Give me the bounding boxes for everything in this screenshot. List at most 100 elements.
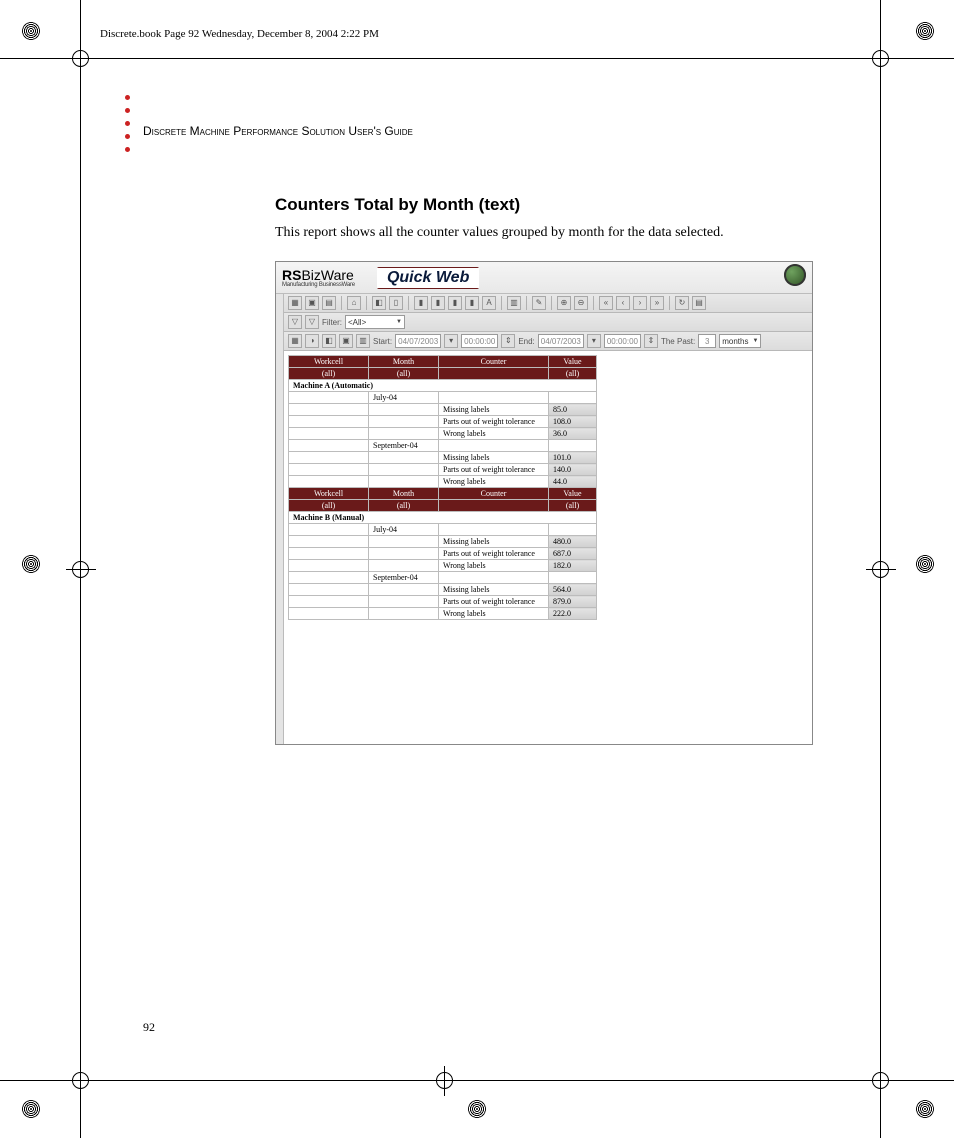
data-row: Missing labels 480.0 [289, 536, 808, 548]
month-row: September-04 [289, 440, 808, 452]
report-area: Workcell Month Counter Value (all) (all)… [284, 351, 812, 624]
toolbtn-icon[interactable]: ↻ [675, 296, 689, 310]
data-row: Missing labels 101.0 [289, 452, 808, 464]
table-header: Workcell Month Counter Value [289, 488, 808, 500]
start-date[interactable]: 04/07/2003 [395, 334, 441, 348]
toolbtn-icon[interactable]: ◧ [322, 334, 336, 348]
toolbar-2: ▽ ▽ Filter: <All> ▼ [284, 313, 812, 332]
toolbtn-icon[interactable]: ▣ [305, 296, 319, 310]
table-subheader: (all) (all) (all) [289, 368, 808, 380]
counter-label: Missing labels [439, 404, 549, 416]
logo: RSBizWare Manufacturing BusinessWare [282, 268, 355, 288]
thepast-unit-select[interactable]: months ▼ [719, 334, 761, 348]
toolbtn-icon[interactable]: ▮ [448, 296, 462, 310]
col-counter: Counter [439, 356, 549, 368]
chevron-down-icon[interactable]: ▾ [444, 334, 458, 348]
filter-icon[interactable]: ▽ [288, 315, 302, 329]
stepper-icon[interactable]: ⇕ [644, 334, 658, 348]
month-label: September-04 [369, 440, 439, 452]
end-date[interactable]: 04/07/2003 [538, 334, 584, 348]
counter-label: Wrong labels [439, 476, 549, 488]
logo-main: BizWare [301, 267, 353, 283]
toolbar-1: ▦ ▣ ▤ ⌂ ◧ ▯ ▮ ▮ ▮ ▮ A ▥ ✎ [284, 294, 812, 313]
crosshair [66, 555, 96, 585]
app-banner: RSBizWare Manufacturing BusinessWare Qui… [276, 262, 812, 294]
section-lede: This report shows all the counter values… [275, 225, 835, 241]
filter-icon[interactable]: ▽ [305, 315, 319, 329]
filter-value: <All> [348, 318, 366, 327]
reg-mark [916, 555, 934, 573]
embedded-screenshot: RSBizWare Manufacturing BusinessWare Qui… [275, 261, 813, 745]
toolbtn-icon[interactable]: ▣ [339, 334, 353, 348]
decor-dots [125, 95, 130, 160]
crop-line-top [0, 58, 954, 59]
end-label: End: [518, 337, 534, 346]
toolbtn-icon[interactable]: ▯ [389, 296, 403, 310]
toolbtn-icon[interactable]: ◧ [372, 296, 386, 310]
crosshair [866, 1066, 896, 1096]
section-title: Counters Total by Month (text) [275, 195, 835, 215]
col-value: Value [549, 488, 597, 500]
month-row: July-04 [289, 392, 808, 404]
counter-label: Parts out of weight tolerance [439, 464, 549, 476]
blank-area [284, 624, 812, 744]
counter-label: Parts out of weight tolerance [439, 596, 549, 608]
start-time[interactable]: 00:00:00 [461, 334, 498, 348]
zoom-in-icon[interactable]: ⊕ [557, 296, 571, 310]
toolbtn-icon[interactable]: A [482, 296, 496, 310]
counter-value: 480.0 [549, 536, 597, 548]
running-header: Discrete.book Page 92 Wednesday, Decembe… [100, 28, 379, 40]
counter-value: 222.0 [549, 608, 597, 620]
month-label: July-04 [369, 392, 439, 404]
counter-value: 687.0 [549, 548, 597, 560]
toolbtn-icon[interactable]: ◑ [305, 334, 319, 348]
logo-rs: RS [282, 267, 301, 283]
nav-next-icon[interactable]: › [633, 296, 647, 310]
crosshair [430, 1066, 460, 1096]
counter-label: Missing labels [439, 452, 549, 464]
nav-first-icon[interactable]: « [599, 296, 613, 310]
toolbtn-icon[interactable]: ▮ [465, 296, 479, 310]
nav-last-icon[interactable]: » [650, 296, 664, 310]
counter-value: 36.0 [549, 428, 597, 440]
toolbtn-icon[interactable]: ✎ [532, 296, 546, 310]
counter-label: Parts out of weight tolerance [439, 416, 549, 428]
thepast-value[interactable]: 3 [698, 334, 716, 348]
left-gutter [276, 294, 284, 744]
zoom-out-icon[interactable]: ⊖ [574, 296, 588, 310]
toolbtn-icon[interactable]: ▥ [507, 296, 521, 310]
col-month: Month [369, 488, 439, 500]
toolbtn-icon[interactable]: ▤ [692, 296, 706, 310]
month-row: July-04 [289, 524, 808, 536]
group-row: Machine B (Manual) [289, 512, 808, 524]
col-month: Month [369, 356, 439, 368]
counter-label: Parts out of weight tolerance [439, 548, 549, 560]
reg-mark [22, 22, 40, 40]
toolbtn-icon[interactable]: ▮ [431, 296, 445, 310]
toolbtn-icon[interactable]: ▥ [356, 334, 370, 348]
reg-mark [22, 555, 40, 573]
chapter-header: Discrete Machine Performance Solution Us… [143, 124, 413, 138]
col-workcell: Workcell [289, 356, 369, 368]
toolbtn-icon[interactable]: ▮ [414, 296, 428, 310]
stepper-icon[interactable]: ⇕ [501, 334, 515, 348]
globe-icon [784, 264, 806, 286]
quick-web-badge: Quick Web [377, 267, 479, 289]
counter-value: 85.0 [549, 404, 597, 416]
thepast-label: The Past: [661, 337, 695, 346]
thepast-unit: months [722, 337, 748, 346]
toolbtn-icon[interactable]: ▤ [322, 296, 336, 310]
toolbtn-icon[interactable]: ▦ [288, 296, 302, 310]
reg-mark [22, 1100, 40, 1118]
chevron-down-icon[interactable]: ▾ [587, 334, 601, 348]
toolbtn-icon[interactable]: ⌂ [347, 296, 361, 310]
report-table: Workcell Month Counter Value (all) (all)… [288, 355, 808, 620]
data-row: Parts out of weight tolerance 687.0 [289, 548, 808, 560]
chevron-down-icon: ▼ [752, 338, 758, 344]
filter-select[interactable]: <All> ▼ [345, 315, 405, 329]
nav-prev-icon[interactable]: ‹ [616, 296, 630, 310]
toolbtn-icon[interactable]: ▦ [288, 334, 302, 348]
data-row: Parts out of weight tolerance 108.0 [289, 416, 808, 428]
counter-value: 108.0 [549, 416, 597, 428]
end-time[interactable]: 00:00:00 [604, 334, 641, 348]
